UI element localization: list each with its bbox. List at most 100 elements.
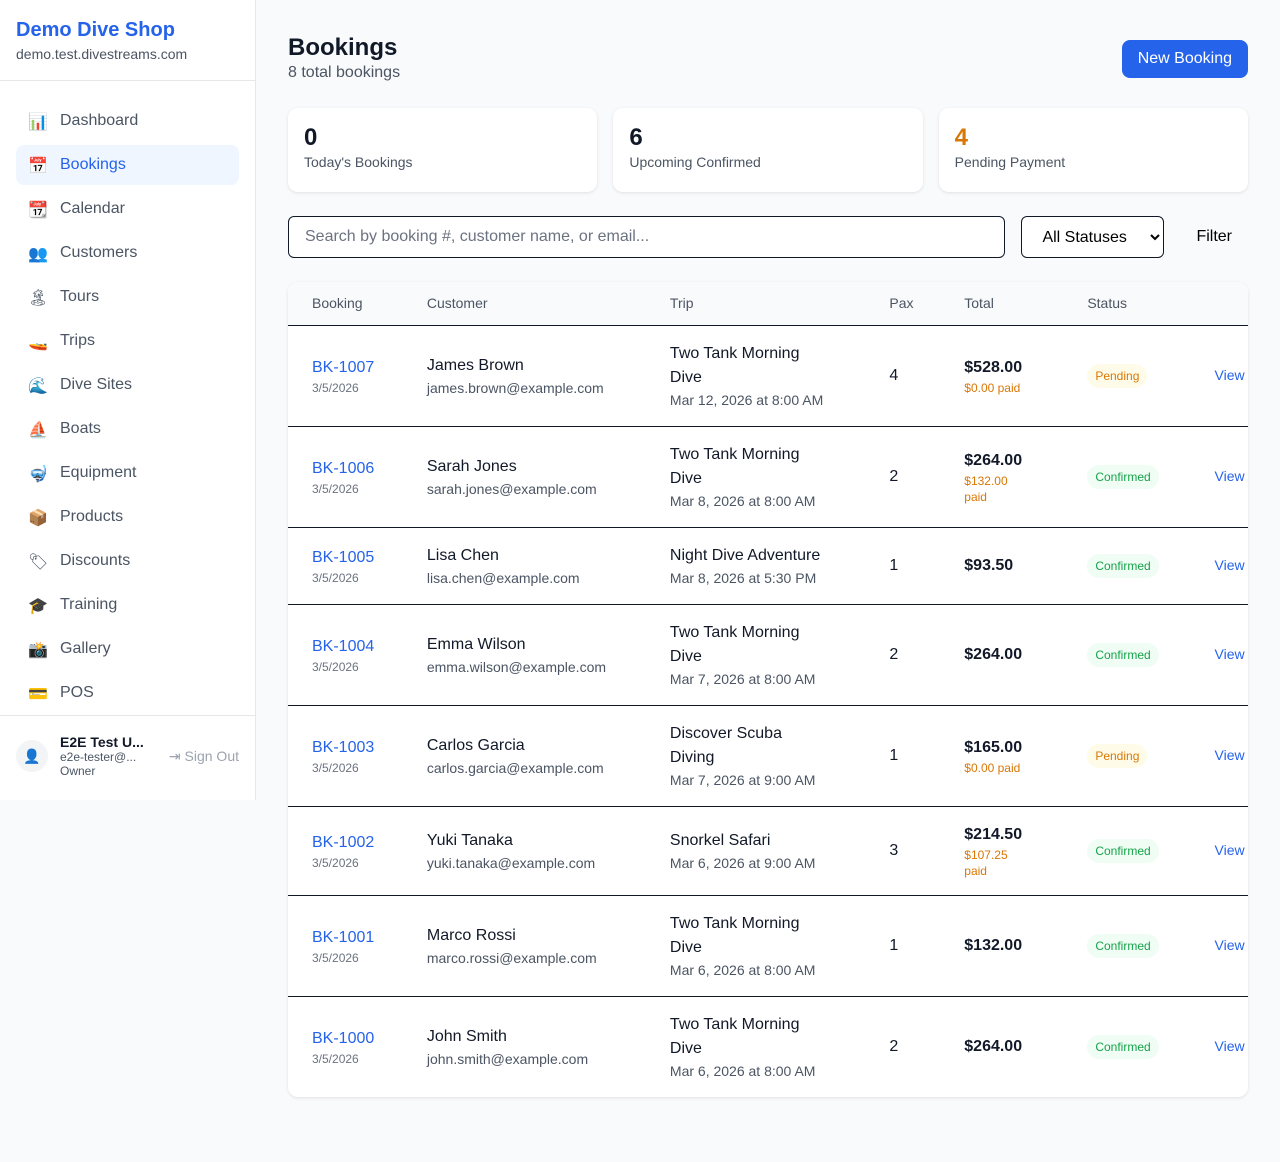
shop-domain: demo.test.divestreams.com xyxy=(16,46,188,62)
customer-name: James Brown xyxy=(426,356,524,374)
sign-out-button[interactable]: ⇥ Sign Out xyxy=(169,748,239,765)
sidebar-item-customers[interactable]: 👥 Customers xyxy=(16,233,239,273)
table-row: BK-1004 3/5/2026 Emma Wilson emma.wilson@e… xyxy=(288,604,1248,706)
table-row: BK-1007 3/5/2026 James Brown james.brown@e… xyxy=(288,325,1248,427)
sidebar-item-trips[interactable]: 🚤 Trips xyxy=(16,321,239,361)
table-row: BK-1003 3/5/2026 Carlos Garcia carlos.garc… xyxy=(288,705,1248,807)
stat-value: 0 xyxy=(304,124,318,151)
view-link[interactable]: View xyxy=(1214,937,1245,953)
sidebar-item-dashboard[interactable]: 📊 Dashboard xyxy=(16,101,239,141)
gallery-icon: 📸 xyxy=(28,639,48,659)
status-select[interactable]: All Statuses xyxy=(1021,216,1165,258)
amount-paid: $0.00 paid xyxy=(964,380,1021,395)
trip-date: Mar 6, 2026 at 8:00 AM xyxy=(669,961,816,978)
dashboard-icon: 📊 xyxy=(28,111,48,131)
trip-name: Two Tank Morning Dive xyxy=(669,623,800,665)
booking-id-link[interactable]: BK-1001 xyxy=(312,928,375,946)
sidebar-item-discounts[interactable]: 🏷 Discounts xyxy=(16,541,239,581)
trip-name: Two Tank Morning Dive xyxy=(669,1015,800,1057)
stat-label: Pending Payment xyxy=(954,154,1066,170)
trip-name: Two Tank Morning Dive xyxy=(669,344,800,386)
bookings-icon: 📅 xyxy=(28,155,48,175)
bookings-table: Booking Customer Trip Pax Total Status BK-100… xyxy=(288,282,1248,1097)
view-link[interactable]: View xyxy=(1214,747,1245,763)
view-link[interactable]: View xyxy=(1214,557,1245,573)
column-header: Booking xyxy=(288,282,403,326)
pax-count: 2 xyxy=(865,426,941,528)
column-header: Pax xyxy=(865,282,941,326)
booking-id-link[interactable]: BK-1006 xyxy=(312,459,375,477)
equipment-icon: 🤿 xyxy=(28,463,48,483)
booking-id-link[interactable]: BK-1005 xyxy=(312,548,375,566)
sidebar-item-label: Equipment xyxy=(60,464,137,481)
booking-date: 3/5/2026 xyxy=(312,1051,359,1066)
trip-name: Two Tank Morning Dive xyxy=(669,914,800,956)
booking-total: $93.50 xyxy=(964,556,1014,574)
status-badge: Confirmed xyxy=(1087,642,1159,667)
booking-date: 3/5/2026 xyxy=(312,380,359,395)
customer-email: lisa.chen@example.com xyxy=(426,569,580,586)
pax-count: 1 xyxy=(865,705,941,807)
user-email: e2e-tester@... xyxy=(60,750,137,764)
customers-icon: 👥 xyxy=(28,243,48,263)
trips-icon: 🚤 xyxy=(28,331,48,351)
new-booking-button[interactable]: New Booking xyxy=(1121,40,1248,78)
table-row: BK-1005 3/5/2026 Lisa Chen lisa.chen@examp… xyxy=(288,527,1248,605)
pax-count: 3 xyxy=(865,806,941,896)
customer-email: marco.rossi@example.com xyxy=(426,949,597,966)
boats-icon: ⛵ xyxy=(28,419,48,439)
booking-id-link[interactable]: BK-1002 xyxy=(312,833,375,851)
table-row: BK-1001 3/5/2026 Marco Rossi marco.rossi@e… xyxy=(288,895,1248,997)
pax-count: 2 xyxy=(889,1037,899,1055)
filters-bar: All Statuses Filter xyxy=(288,216,1248,258)
column-header xyxy=(1190,282,1248,326)
sidebar-item-boats[interactable]: ⛵ Boats xyxy=(16,409,239,449)
pax-count: 2 xyxy=(865,604,941,706)
shop-name[interactable]: Demo Dive Shop xyxy=(16,19,175,41)
booking-id-link[interactable]: BK-1000 xyxy=(312,1029,375,1047)
sidebar-item-dive-sites[interactable]: 🌊 Dive Sites xyxy=(16,365,239,405)
sign-out-icon: ⇥ xyxy=(168,747,181,764)
sidebar-item-products[interactable]: 📦 Products xyxy=(16,497,239,537)
booking-id-link[interactable]: BK-1007 xyxy=(312,358,375,376)
trip-date: Mar 12, 2026 at 8:00 AM xyxy=(669,391,824,408)
sidebar-item-label: Bookings xyxy=(60,156,126,173)
booking-total: $264.00 xyxy=(964,1037,1023,1055)
filter-button[interactable]: Filter xyxy=(1180,228,1248,246)
sidebar-item-label: Dashboard xyxy=(60,112,139,129)
view-link[interactable]: View xyxy=(1214,646,1245,662)
customer-email: yuki.tanaka@example.com xyxy=(426,854,596,871)
stat-label: Upcoming Confirmed xyxy=(629,154,761,170)
customer-email: john.smith@example.com xyxy=(426,1050,589,1067)
sidebar-item-label: Discounts xyxy=(60,552,131,569)
booking-id-link[interactable]: BK-1004 xyxy=(312,637,375,655)
sidebar-item-gallery[interactable]: 📸 Gallery xyxy=(16,629,239,669)
column-header: Customer xyxy=(402,282,646,326)
search-input[interactable] xyxy=(288,216,1006,258)
pax-count: 1 xyxy=(865,527,941,605)
customer-name: Carlos Garcia xyxy=(426,736,525,754)
sidebar-nav: 📊 Dashboard 📅 Bookings 📆 Calendar 👥 Customers 🏝 T… xyxy=(0,81,255,713)
booking-total: $214.50 xyxy=(964,825,1023,843)
sidebar-item-calendar[interactable]: 📆 Calendar xyxy=(16,189,239,229)
view-link[interactable]: View xyxy=(1214,468,1245,484)
trip-date: Mar 7, 2026 at 8:00 AM xyxy=(669,670,816,687)
user-name: E2E Test U... xyxy=(60,734,144,750)
customer-name: Emma Wilson xyxy=(426,635,526,653)
sidebar-item-equipment[interactable]: 🤿 Equipment xyxy=(16,453,239,493)
column-header: Total xyxy=(940,282,1064,326)
sidebar-item-bookings[interactable]: 📅 Bookings xyxy=(16,145,239,185)
sidebar-item-label: POS xyxy=(60,684,94,701)
products-icon: 📦 xyxy=(28,507,48,527)
table-row: BK-1000 3/5/2026 John Smith john.smith@exa… xyxy=(288,996,1248,1097)
sidebar-item-pos[interactable]: 💳 POS xyxy=(16,673,239,713)
view-link[interactable]: View xyxy=(1214,842,1245,858)
table-row: BK-1006 3/5/2026 Sarah Jones sarah.jones@e… xyxy=(288,426,1248,528)
sidebar-item-tours[interactable]: 🏝 Tours xyxy=(16,277,239,317)
trip-date: Mar 6, 2026 at 9:00 AM xyxy=(669,854,816,871)
view-link[interactable]: View xyxy=(1214,367,1245,383)
booking-id-link[interactable]: BK-1003 xyxy=(312,738,375,756)
view-link[interactable]: View xyxy=(1214,1038,1245,1054)
sidebar-item-training[interactable]: 🎓 Training xyxy=(16,585,239,625)
discounts-icon: 🏷 xyxy=(28,551,49,571)
